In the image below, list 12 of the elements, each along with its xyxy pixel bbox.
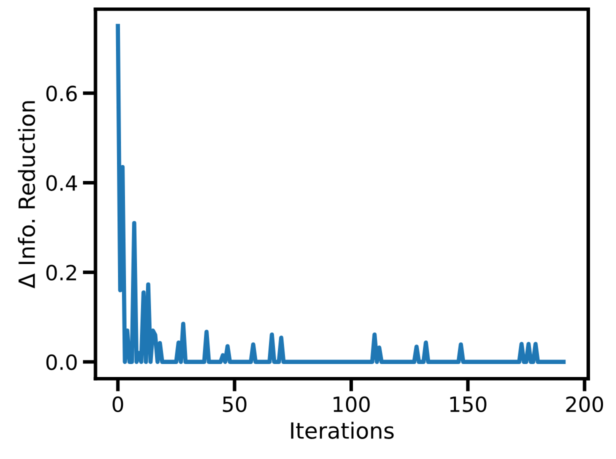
y-tick-label: 0.2 <box>46 264 76 281</box>
y-tick-label: 0.4 <box>46 175 77 191</box>
x-tick-label: 0 <box>112 396 124 412</box>
x-tick-label: 200 <box>566 396 604 412</box>
x-tick-label: 50 <box>222 396 246 412</box>
line-series <box>116 24 566 364</box>
x-axis-title: Iterations <box>291 422 394 439</box>
x-tick-label: 100 <box>334 396 370 412</box>
y-tick-label: 0.0 <box>46 354 77 370</box>
y-axis-title: Δ Info. Reduction <box>18 101 36 288</box>
x-tick-label: 150 <box>450 396 486 412</box>
y-tick-label: 0.6 <box>46 86 77 102</box>
